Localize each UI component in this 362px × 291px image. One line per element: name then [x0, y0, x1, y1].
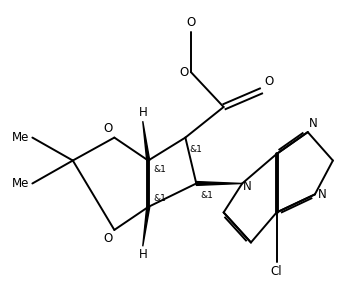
Text: O: O — [103, 123, 112, 135]
Text: O: O — [264, 75, 273, 88]
Text: Me: Me — [12, 177, 30, 190]
Text: O: O — [186, 16, 195, 29]
Text: &1: &1 — [189, 145, 202, 154]
Text: N: N — [309, 117, 317, 130]
Text: N: N — [243, 180, 252, 193]
Polygon shape — [143, 207, 150, 246]
Text: Cl: Cl — [271, 265, 282, 278]
Text: &1: &1 — [200, 191, 213, 200]
Text: O: O — [103, 232, 112, 245]
Text: O: O — [180, 65, 189, 79]
Text: H: H — [138, 249, 147, 262]
Polygon shape — [196, 182, 242, 185]
Polygon shape — [143, 121, 150, 161]
Text: N: N — [318, 188, 327, 201]
Text: &1: &1 — [154, 194, 167, 203]
Text: &1: &1 — [154, 165, 167, 174]
Text: H: H — [138, 106, 147, 119]
Text: Me: Me — [12, 131, 30, 144]
